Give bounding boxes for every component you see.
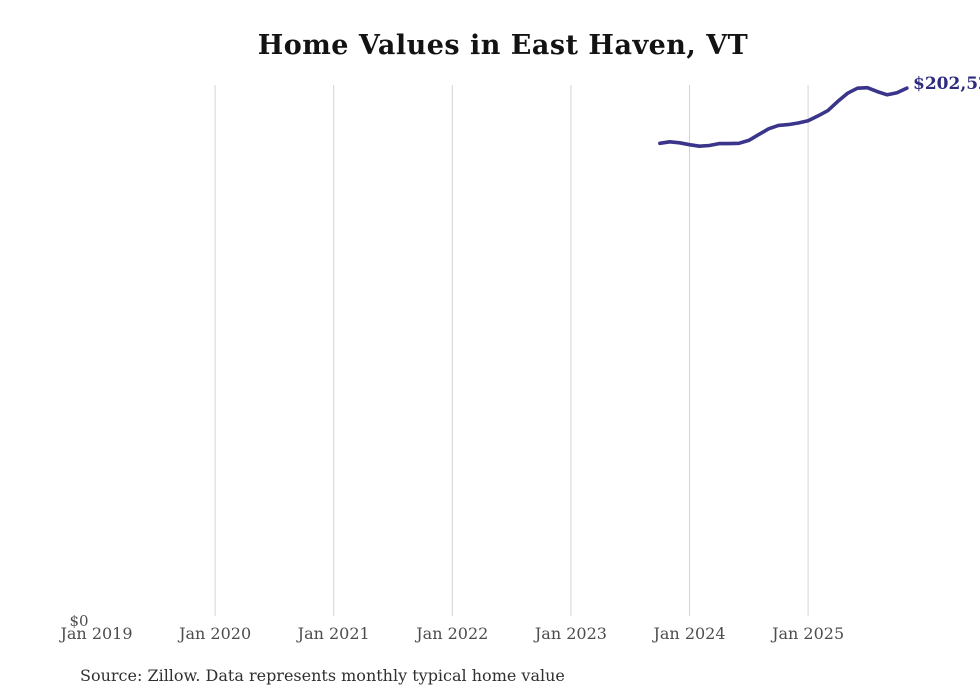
source-note: Source: Zillow. Data represents monthly … (80, 666, 565, 685)
y-axis-zero-label: $0 (69, 612, 89, 630)
x-tick-label-2019: Jan 2019 (60, 624, 133, 643)
x-tick-label-2023: Jan 2023 (534, 624, 607, 643)
x-tick-label-2020: Jan 2020 (179, 624, 252, 643)
x-tick-label-2022: Jan 2022 (416, 624, 489, 643)
home-value-series-line (658, 85, 909, 148)
chart-title: Home Values in East Haven, VT (257, 30, 749, 61)
x-tick-label-2025: Jan 2025 (772, 624, 845, 643)
latest-value-label: $202,525 (913, 74, 980, 94)
x-tick-label-2021: Jan 2021 (297, 624, 370, 643)
x-tick-label-2024: Jan 2024 (653, 624, 726, 643)
